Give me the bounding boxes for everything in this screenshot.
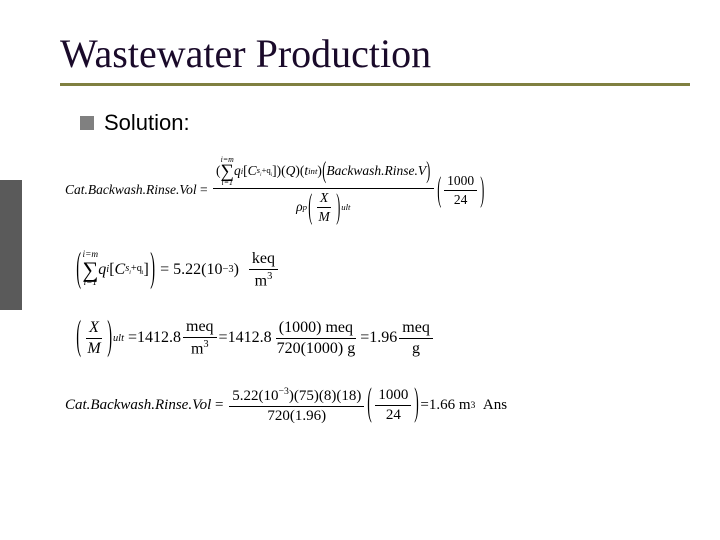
slide: Wastewater Production Solution: Cat.Back… [0,0,720,540]
bullet-label: Solution: [104,110,190,136]
bullet-row: Solution: [80,110,670,136]
answer-label: Ans [483,397,507,414]
equation-3: (XM)ult =1412.8 meqm3 =1412.8 (1000) meq… [75,318,670,358]
sidebar-accent [0,180,22,310]
title-underline [60,83,690,86]
equation-2: ( i=m ∑ i=1 qi [Csi+qi] ) = 5.22(10−3) k… [75,250,670,290]
eq1-lhs: Cat.Backwash.Rinse.Vol [65,182,197,198]
equation-1: Cat.Backwash.Rinse.Vol = ( i=m ∑ i=1 qi … [65,156,670,225]
equation-4: Cat.Backwash.Rinse.Vol = 5.22(10−3)(75)(… [65,386,670,425]
page-title: Wastewater Production [60,30,670,77]
square-bullet-icon [80,116,94,130]
